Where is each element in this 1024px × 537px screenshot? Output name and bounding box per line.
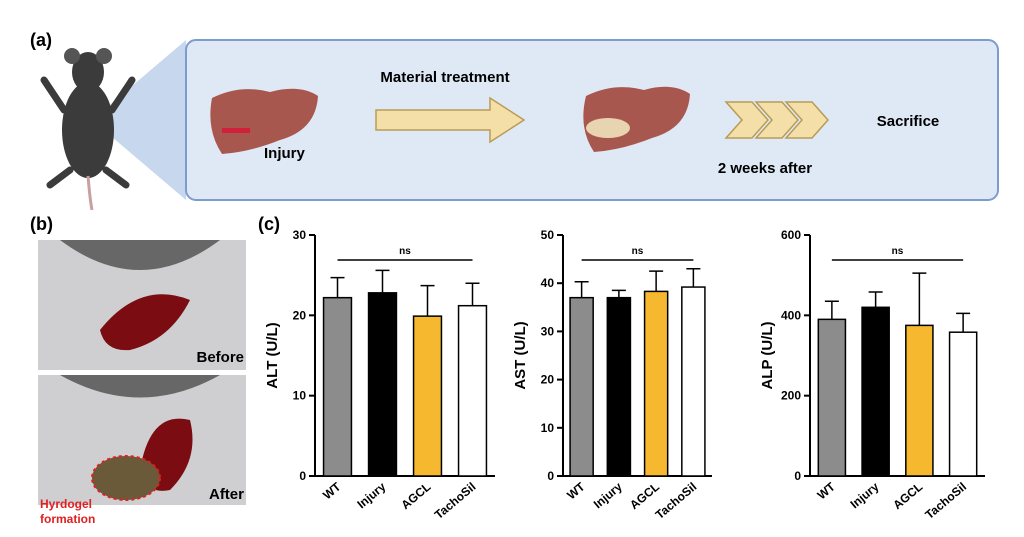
bar xyxy=(569,296,594,477)
x-tick-label: TachoSil xyxy=(432,480,479,522)
bar xyxy=(457,304,488,477)
panel-label: (b) xyxy=(30,214,53,234)
panel-label: (c) xyxy=(258,214,280,234)
y-axis-label: ALP (U/L) xyxy=(759,321,776,389)
photo-label: Before xyxy=(196,349,244,366)
bar xyxy=(643,290,669,477)
x-tick-label: TachoSil xyxy=(653,480,700,522)
arrow-label: Material treatment xyxy=(380,69,509,86)
step-label: Sacrifice xyxy=(877,113,940,130)
error-bar xyxy=(912,272,927,326)
y-tick-label: 20 xyxy=(541,373,555,387)
error-bar xyxy=(649,270,664,292)
arrow xyxy=(375,96,526,144)
significance-label: ns xyxy=(399,246,411,257)
significance-label: ns xyxy=(632,246,644,257)
y-tick-label: 30 xyxy=(293,228,307,242)
bar xyxy=(948,331,978,477)
y-tick-label: 0 xyxy=(794,469,801,483)
y-tick-label: 10 xyxy=(293,389,307,403)
step-label: 2 weeks after xyxy=(718,160,812,177)
y-tick-label: 10 xyxy=(541,421,555,435)
y-tick-label: 200 xyxy=(781,389,801,403)
hydrogel-label: formation xyxy=(40,512,95,526)
mouse xyxy=(40,40,186,211)
y-tick-label: 0 xyxy=(547,469,554,483)
step-label: Injury xyxy=(264,145,305,162)
y-tick-label: 600 xyxy=(781,228,801,242)
chevrons xyxy=(724,101,830,139)
x-tick-label: WT xyxy=(815,479,839,502)
error-bar xyxy=(330,276,345,298)
bar xyxy=(905,324,934,477)
error-bar xyxy=(420,284,435,317)
injury-mark xyxy=(222,128,250,133)
y-tick-label: 30 xyxy=(541,324,555,338)
y-tick-label: 400 xyxy=(781,308,801,322)
x-tick-label: WT xyxy=(320,479,344,502)
error-bar xyxy=(375,269,390,293)
bar xyxy=(861,306,890,477)
bar xyxy=(412,315,443,477)
liver-photo xyxy=(100,294,190,351)
x-tick-label: WT xyxy=(564,479,588,502)
x-tick-label: Injury xyxy=(591,479,625,511)
significance-label: ns xyxy=(892,246,904,257)
y-tick-label: 40 xyxy=(541,276,555,290)
hydrogel xyxy=(586,118,630,138)
x-tick-label: AGCL xyxy=(398,480,433,513)
panel-label: (a) xyxy=(30,30,52,50)
hydrogel-outline xyxy=(91,455,161,501)
liver xyxy=(210,88,318,154)
x-tick-label: Injury xyxy=(848,479,882,511)
bar xyxy=(606,296,632,477)
y-axis-label: AST (U/L) xyxy=(512,321,529,389)
bar xyxy=(817,318,847,477)
error-bar xyxy=(868,291,883,308)
x-tick-label: TachoSil xyxy=(922,480,969,522)
bar xyxy=(367,292,398,477)
y-axis-label: ALT (U/L) xyxy=(264,322,281,388)
x-tick-label: Injury xyxy=(354,479,388,511)
bar xyxy=(322,296,353,477)
hydrogel-label: Hyrdogel xyxy=(40,497,92,511)
bar xyxy=(681,286,706,477)
error-bar xyxy=(824,300,839,320)
x-tick-label: AGCL xyxy=(890,480,925,513)
y-tick-label: 50 xyxy=(541,228,555,242)
y-tick-label: 0 xyxy=(299,469,306,483)
y-tick-label: 20 xyxy=(293,308,307,322)
error-bar xyxy=(686,267,701,288)
error-bar xyxy=(611,289,626,298)
error-bar xyxy=(465,282,480,306)
error-bar xyxy=(574,281,589,298)
error-bar xyxy=(956,312,971,333)
photo-label: After xyxy=(209,486,244,503)
